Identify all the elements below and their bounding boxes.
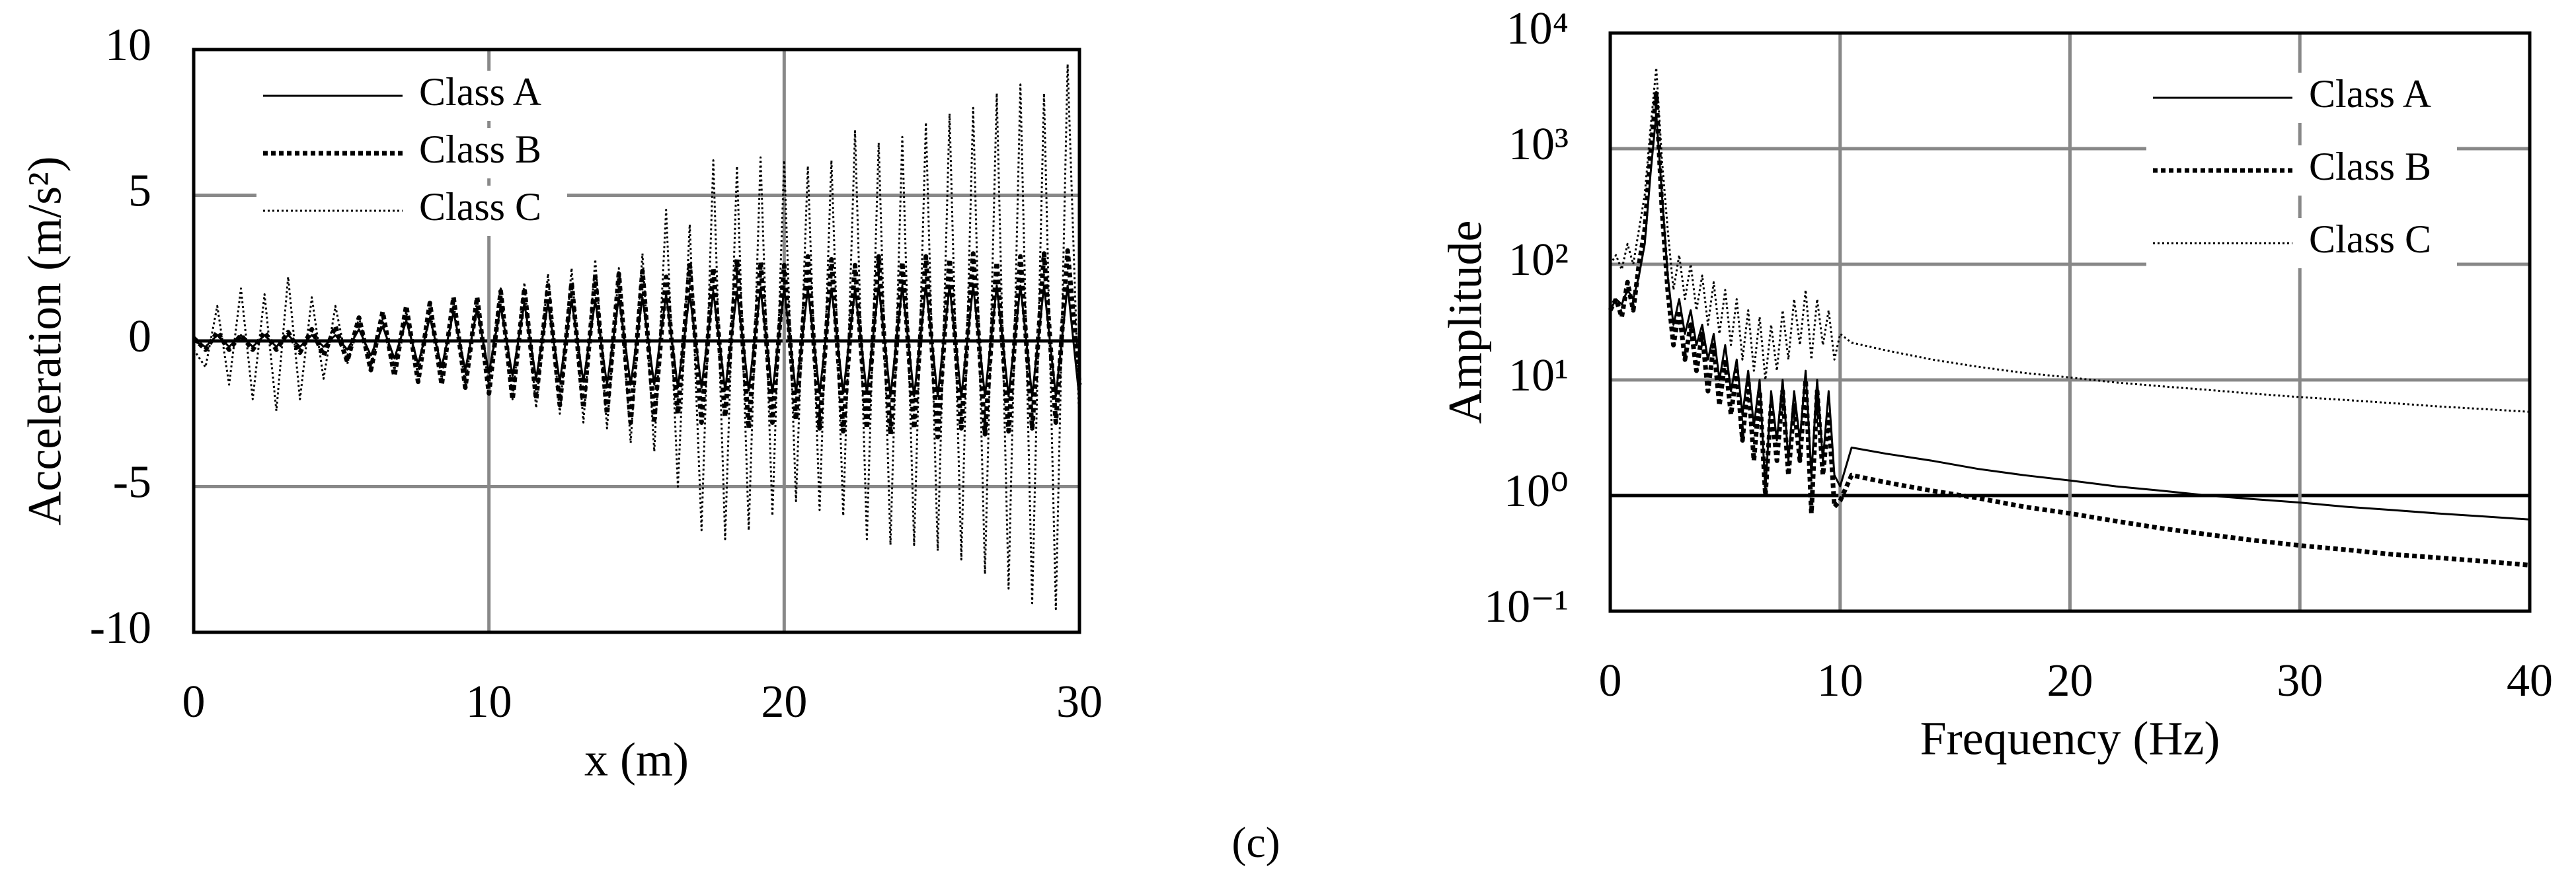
legend-label: Class B xyxy=(419,128,541,171)
y-tick-label: 5 xyxy=(128,166,151,217)
x-tick-label: 0 xyxy=(182,677,206,727)
legend-bg xyxy=(2146,145,2457,196)
y-tick-label: 0 xyxy=(128,311,151,362)
series-line xyxy=(1609,112,2530,521)
y-axis-label: Acceleration (m/s²) xyxy=(19,156,71,525)
series-line xyxy=(192,63,1081,610)
x-tick-label: 30 xyxy=(1056,677,1103,727)
y-tick-label: -5 xyxy=(113,457,151,508)
x-tick-label: 40 xyxy=(2507,655,2553,706)
x-axis-label: x (m) xyxy=(584,733,689,786)
legend-label: Class B xyxy=(2309,145,2431,188)
x-tick-label: 0 xyxy=(1599,655,1622,706)
series-line xyxy=(192,248,1082,439)
y-tick-label: 10 xyxy=(105,20,151,71)
x-tick-label: 20 xyxy=(2047,655,2093,706)
y-axis-label: Amplitude xyxy=(1439,221,1492,424)
plot-frame xyxy=(192,48,1081,634)
x-axis-label: Frequency (Hz) xyxy=(1920,712,2220,765)
plot-frame xyxy=(1608,31,2532,613)
y-tick-label: 10⁴ xyxy=(1506,3,1569,54)
x-tick-label: 10 xyxy=(466,677,512,727)
legend-bg xyxy=(256,186,567,236)
y-tick-label: -10 xyxy=(90,603,151,653)
x-tick-label: 10 xyxy=(1817,655,1863,706)
legend-label: Class C xyxy=(419,185,541,229)
x-tick-label: 30 xyxy=(2277,655,2323,706)
legend-label: Class A xyxy=(419,70,541,114)
y-tick-label: 10⁻¹ xyxy=(1484,581,1569,632)
series-line xyxy=(1608,91,2530,568)
caption: (c) xyxy=(1231,819,1280,867)
legend-label: Class C xyxy=(2309,217,2431,261)
y-tick-label: 10² xyxy=(1508,235,1569,285)
y-tick-label: 10¹ xyxy=(1508,350,1569,401)
y-tick-label: 10⁰ xyxy=(1504,466,1569,517)
legend-label: Class A xyxy=(2309,72,2431,116)
legend-bg xyxy=(256,128,567,178)
legend-bg xyxy=(2146,218,2457,268)
y-tick-label: 10³ xyxy=(1508,119,1569,170)
x-tick-label: 20 xyxy=(761,677,807,727)
